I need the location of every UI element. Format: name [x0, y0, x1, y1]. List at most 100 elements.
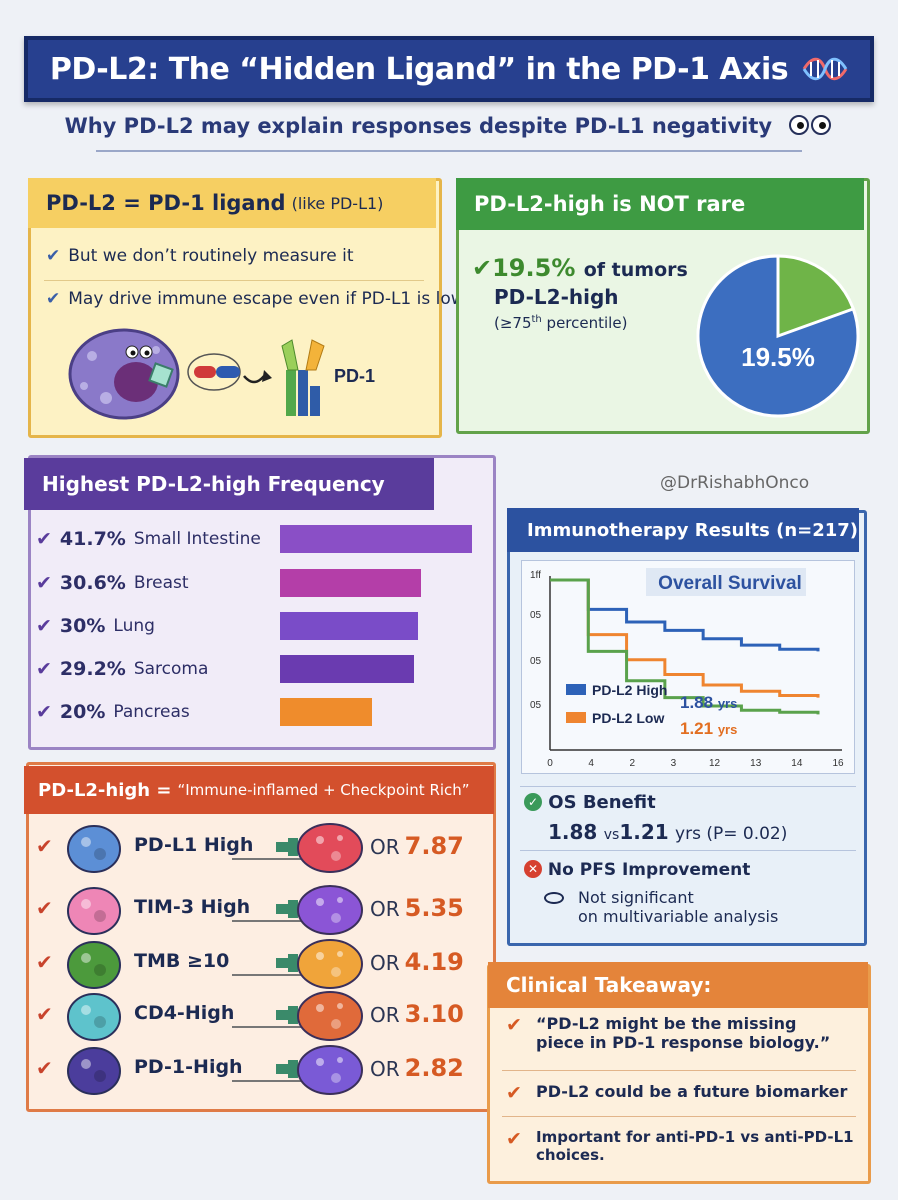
legend-low: PD-L2 Low: [592, 710, 664, 726]
check-icon: ✔: [36, 528, 52, 550]
y-tick-label: 1ff: [530, 570, 541, 581]
odds-ratio-prefix: OR: [370, 835, 400, 859]
frequency-label: Pancreas: [113, 702, 190, 722]
connector-line: [232, 1080, 302, 1082]
odds-ratio-row: ✔ TIM-3 High OR 5.35: [36, 880, 476, 940]
ligand-illustration: PD-1: [68, 328, 375, 420]
takeaway-item: ✔ Important for anti-PD-1 vs anti-PD-L1 c…: [506, 1128, 856, 1164]
rare-stat-label: PD-L2-high: [494, 285, 619, 309]
pfs-line2: on multivariable analysis: [578, 907, 779, 926]
frequency-bar: [280, 525, 472, 553]
rare-pie-chart: 19.5%: [696, 254, 860, 418]
frequency-header: Highest PD-L2-high Frequency: [24, 458, 434, 510]
x-tick-label: 3: [671, 758, 677, 769]
y-tick-label: 05: [530, 610, 542, 621]
x-tick-label: 13: [750, 758, 762, 769]
pie-label: 19.5%: [741, 342, 815, 372]
immune-header: PD-L2-high = “Immune-inflamed + Checkpoin…: [24, 766, 494, 814]
odds-ratio: OR 7.87: [370, 832, 464, 860]
frequency-row: ✔ 30.6% Breast: [36, 566, 189, 600]
frequency-label: Sarcoma: [133, 659, 209, 679]
odds-ratio-label: PD-L1 High: [134, 834, 254, 856]
pfs-note: Not significant on multivariable analysi…: [544, 888, 779, 926]
ligand-item-text: May drive immune escape even if PD-L1 is…: [68, 289, 465, 309]
pfs-title: No PFS Improvement: [547, 860, 751, 880]
percentile-suffix: percentile): [541, 314, 628, 332]
odds-ratio: OR 5.35: [370, 894, 464, 922]
os-vs: vs: [603, 827, 620, 843]
connector-line: [232, 974, 302, 976]
percentile-sup: th: [531, 314, 542, 325]
cell-icon: [67, 941, 121, 989]
check-icon: ✔: [36, 572, 52, 594]
check-icon: ✔: [472, 254, 493, 282]
os-low: 1.21: [619, 820, 669, 844]
ligand-item: ✔ But we don’t routinely measure it: [46, 246, 354, 266]
connector-line: [232, 1026, 302, 1028]
check-icon: ✔: [46, 246, 61, 266]
frequency-value: 30.6%: [59, 572, 126, 594]
odds-ratio-row: ✔ CD4-High OR 3.10: [36, 986, 476, 1046]
null-icon: [544, 892, 564, 904]
takeaway-divider: [502, 1070, 856, 1071]
odds-ratio-row: ✔ PD-L1 High OR 7.87: [36, 818, 476, 878]
immune-title: PD-L2-high =: [38, 779, 172, 801]
odds-ratio-row: ✔ PD-1-High OR 2.82: [36, 1040, 476, 1100]
frequency-label: Breast: [133, 573, 189, 593]
subtitle: Why PD-L2 may explain responses despite …: [0, 114, 898, 140]
os-line-high: [550, 578, 820, 652]
tumor-cell-icon: [276, 939, 363, 989]
ligand-title: PD-L2 = PD-1 ligand: [46, 191, 286, 215]
legend-swatch-low: [566, 712, 586, 723]
ligand-divider: [44, 280, 424, 281]
pfs-result: ✕ No PFS Improvement: [524, 860, 750, 880]
check-icon: ✓: [524, 793, 542, 811]
frequency-bar: [280, 655, 414, 683]
os-benefit-title: OS Benefit: [548, 792, 656, 813]
frequency-value: 20%: [59, 701, 106, 723]
dna-icon: [802, 57, 848, 81]
frequency-bar: [280, 569, 421, 597]
check-icon: ✔: [506, 1128, 522, 1150]
frequency-value: 41.7%: [59, 528, 126, 550]
pfs-line1: Not significant: [578, 888, 694, 907]
legend-high: PD-L2 High: [592, 682, 667, 698]
rare-title: PD-L2-high is NOT rare: [474, 192, 746, 216]
author-handle: @DrRishabhOnco: [660, 473, 810, 493]
cell-icon: [67, 993, 121, 1041]
rare-header: PD-L2-high is NOT rare: [456, 178, 864, 230]
takeaway-item: ✔ “PD-L2 might be the missing piece in PD…: [506, 1014, 836, 1052]
takeaway-item-text: PD-L2 could be a future biomarker: [536, 1082, 848, 1101]
x-tick-label: 4: [588, 758, 594, 769]
y-tick-label: 05: [530, 700, 542, 711]
x-tick-label: 14: [791, 758, 803, 769]
os-chart-title: Overall Survival: [658, 573, 802, 594]
frequency-label: Lung: [113, 616, 155, 636]
x-circle-icon: ✕: [524, 860, 542, 878]
rare-stat: ✔19.5% of tumors: [472, 254, 688, 282]
check-icon: ✔: [36, 896, 53, 920]
pie-slice-highlight: [696, 254, 860, 418]
check-icon: ✔: [506, 1082, 522, 1104]
takeaway-title: Clinical Takeaway:: [506, 973, 712, 997]
immunotherapy-title: Immunotherapy Results (n=217): [527, 519, 859, 541]
frequency-bar: [280, 698, 372, 726]
os-benefit: ✓ OS Benefit: [524, 792, 656, 813]
odds-ratio: OR 3.10: [370, 1000, 464, 1028]
tumor-cell-icon: [276, 823, 363, 873]
odds-ratio-row: ✔ TMB ≥10 OR 4.19: [36, 934, 476, 994]
os-high: 1.88: [548, 820, 598, 844]
os-tail: yrs (P= 0.02): [675, 824, 788, 844]
check-icon: ✔: [36, 658, 52, 680]
ligand-header: PD-L2 = PD-1 ligand (like PD-L1): [28, 178, 436, 228]
odds-ratio-label: PD-1-High: [134, 1056, 243, 1078]
cell-icon: [67, 1047, 121, 1095]
percentile-prefix: (≥75: [494, 314, 532, 332]
x-tick-label: 0: [547, 758, 553, 769]
check-icon: ✔: [36, 834, 53, 858]
check-icon: ✔: [46, 289, 61, 309]
cell-icon: [67, 887, 121, 935]
ligand-item-text: But we don’t routinely measure it: [68, 246, 354, 266]
odds-ratio: OR 2.82: [370, 1054, 464, 1082]
check-icon: ✔: [506, 1014, 522, 1036]
